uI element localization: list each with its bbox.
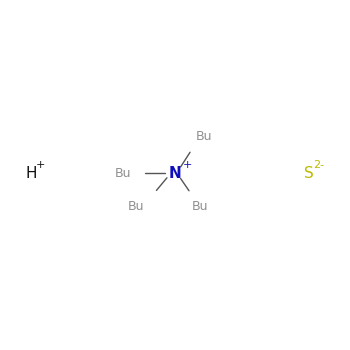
- Text: Bu: Bu: [192, 199, 208, 212]
- Text: 2-: 2-: [313, 160, 324, 170]
- Text: Bu: Bu: [195, 131, 212, 144]
- Text: H: H: [25, 166, 37, 181]
- Text: +: +: [36, 160, 45, 170]
- Text: Bu: Bu: [115, 167, 131, 180]
- Text: S: S: [304, 166, 314, 181]
- Text: Bu: Bu: [128, 199, 145, 212]
- Text: +: +: [183, 160, 192, 170]
- Text: N: N: [169, 166, 181, 181]
